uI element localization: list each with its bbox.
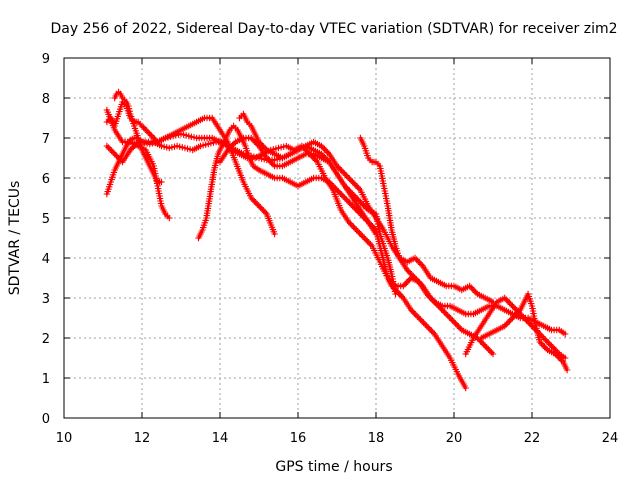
- x-axis-label: GPS time / hours: [275, 459, 392, 475]
- series-track-2: [103, 98, 278, 238]
- series-track-5: [111, 88, 165, 186]
- x-tick-label: 12: [134, 431, 151, 446]
- series-track-12: [478, 290, 571, 374]
- x-tick-label: 16: [290, 431, 307, 446]
- series-markers: [216, 134, 399, 298]
- series-track-10: [384, 274, 569, 338]
- y-tick-label: 5: [42, 212, 50, 227]
- plot-frame: [63, 57, 611, 419]
- x-tick-label: 20: [446, 431, 463, 446]
- y-tick-label: 0: [42, 412, 50, 427]
- series-markers: [103, 98, 278, 238]
- x-tick-label: 18: [368, 431, 385, 446]
- y-tick-label: 7: [42, 132, 50, 147]
- series-markers: [195, 122, 403, 298]
- series-markers: [384, 274, 569, 338]
- series-markers: [111, 88, 165, 186]
- x-tick-label: 14: [212, 431, 229, 446]
- y-tick-label: 3: [42, 292, 50, 307]
- x-tick-label: 24: [602, 431, 619, 446]
- x-tick-label: 10: [56, 431, 73, 446]
- series-track-6: [195, 122, 403, 298]
- y-tick-label: 9: [42, 52, 50, 67]
- y-tick-label: 6: [42, 172, 50, 187]
- grid: [64, 58, 610, 418]
- series-track-7: [216, 134, 399, 298]
- y-axis-label: SDTVAR / TECUs: [7, 181, 23, 296]
- y-tick-label: 8: [42, 92, 50, 107]
- series-markers: [103, 138, 469, 392]
- y-tick-label: 2: [42, 332, 50, 347]
- series-markers: [478, 290, 571, 374]
- x-tick-label: 22: [524, 431, 541, 446]
- chart-title: Day 256 of 2022, Sidereal Day-to-day VTE…: [51, 21, 618, 37]
- series-track-1: [103, 138, 469, 392]
- series-track-8: [236, 110, 497, 306]
- series-layer: [103, 88, 571, 392]
- series-line: [218, 136, 397, 296]
- y-tick-label: 4: [42, 252, 50, 267]
- y-tick-label: 1: [42, 372, 50, 387]
